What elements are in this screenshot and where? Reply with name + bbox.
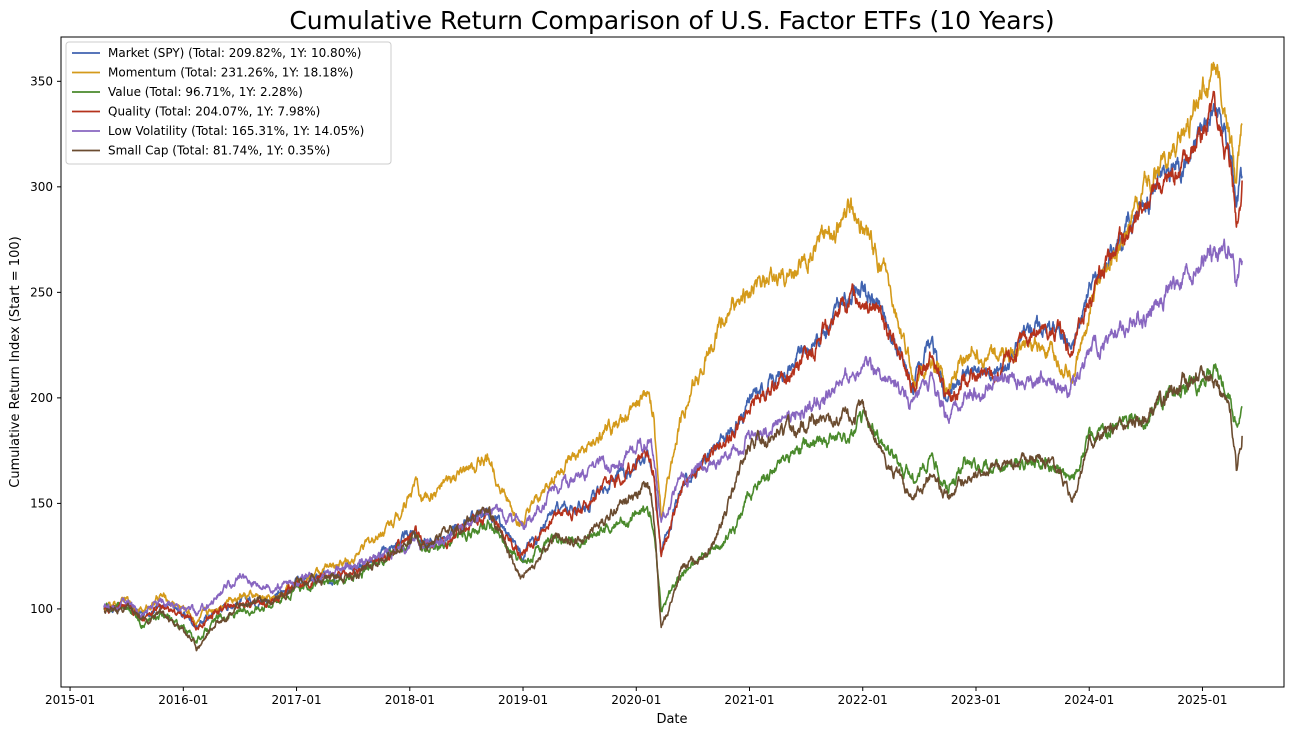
x-tick-label: 2020-01 [611, 693, 661, 707]
series-line [103, 90, 1243, 631]
x-tick-label: 2025-01 [1177, 693, 1227, 707]
legend-entry: Low Volatility (Total: 165.31%, 1Y: 14.0… [108, 124, 364, 138]
legend-entry: Quality (Total: 204.07%, 1Y: 7.98%) [108, 105, 320, 119]
x-axis: 2015-01 2016-01 2017-01 2018-01 2019-01 2020-… [45, 687, 1228, 707]
x-tick-label: 2016-01 [158, 693, 208, 707]
series-line [103, 363, 1243, 644]
legend-entry: Small Cap (Total: 81.74%, 1Y: 0.35%) [108, 144, 330, 158]
y-tick-label: 100 [30, 602, 53, 616]
y-tick-label: 350 [30, 74, 53, 88]
x-axis-label: Date [656, 712, 687, 727]
y-tick-label: 150 [30, 496, 53, 510]
y-axis-label: Cumulative Return Index (Start = 100) [8, 236, 23, 487]
legend-entry: Market (SPY) (Total: 209.82%, 1Y: 10.80%… [108, 46, 361, 60]
x-tick-label: 2017-01 [271, 693, 321, 707]
series-line [103, 238, 1243, 619]
legend-entry: Momentum (Total: 231.26%, 1Y: 18.18%) [108, 66, 353, 80]
legend-entry: Value (Total: 96.71%, 1Y: 2.28%) [108, 85, 303, 99]
x-tick-label: 2021-01 [724, 693, 774, 707]
y-tick-label: 300 [30, 180, 53, 194]
series-line [103, 365, 1243, 652]
y-tick-label: 200 [30, 391, 53, 405]
x-tick-label: 2019-01 [498, 693, 548, 707]
x-tick-label: 2023-01 [951, 693, 1001, 707]
y-axis: 100 150 200 250 300 350 [30, 74, 61, 616]
x-tick-label: 2015-01 [45, 693, 95, 707]
series-group [103, 61, 1243, 652]
series-line [103, 103, 1243, 630]
chart-title: Cumulative Return Comparison of U.S. Fac… [289, 6, 1054, 35]
x-tick-label: 2024-01 [1064, 693, 1114, 707]
legend: Market (SPY) (Total: 209.82%, 1Y: 10.80%… [65, 41, 392, 165]
plot-frame [60, 36, 1285, 688]
y-tick-label: 250 [30, 285, 53, 299]
legend-box [65, 41, 392, 165]
x-tick-label: 2022-01 [838, 693, 888, 707]
x-tick-label: 2018-01 [385, 693, 435, 707]
